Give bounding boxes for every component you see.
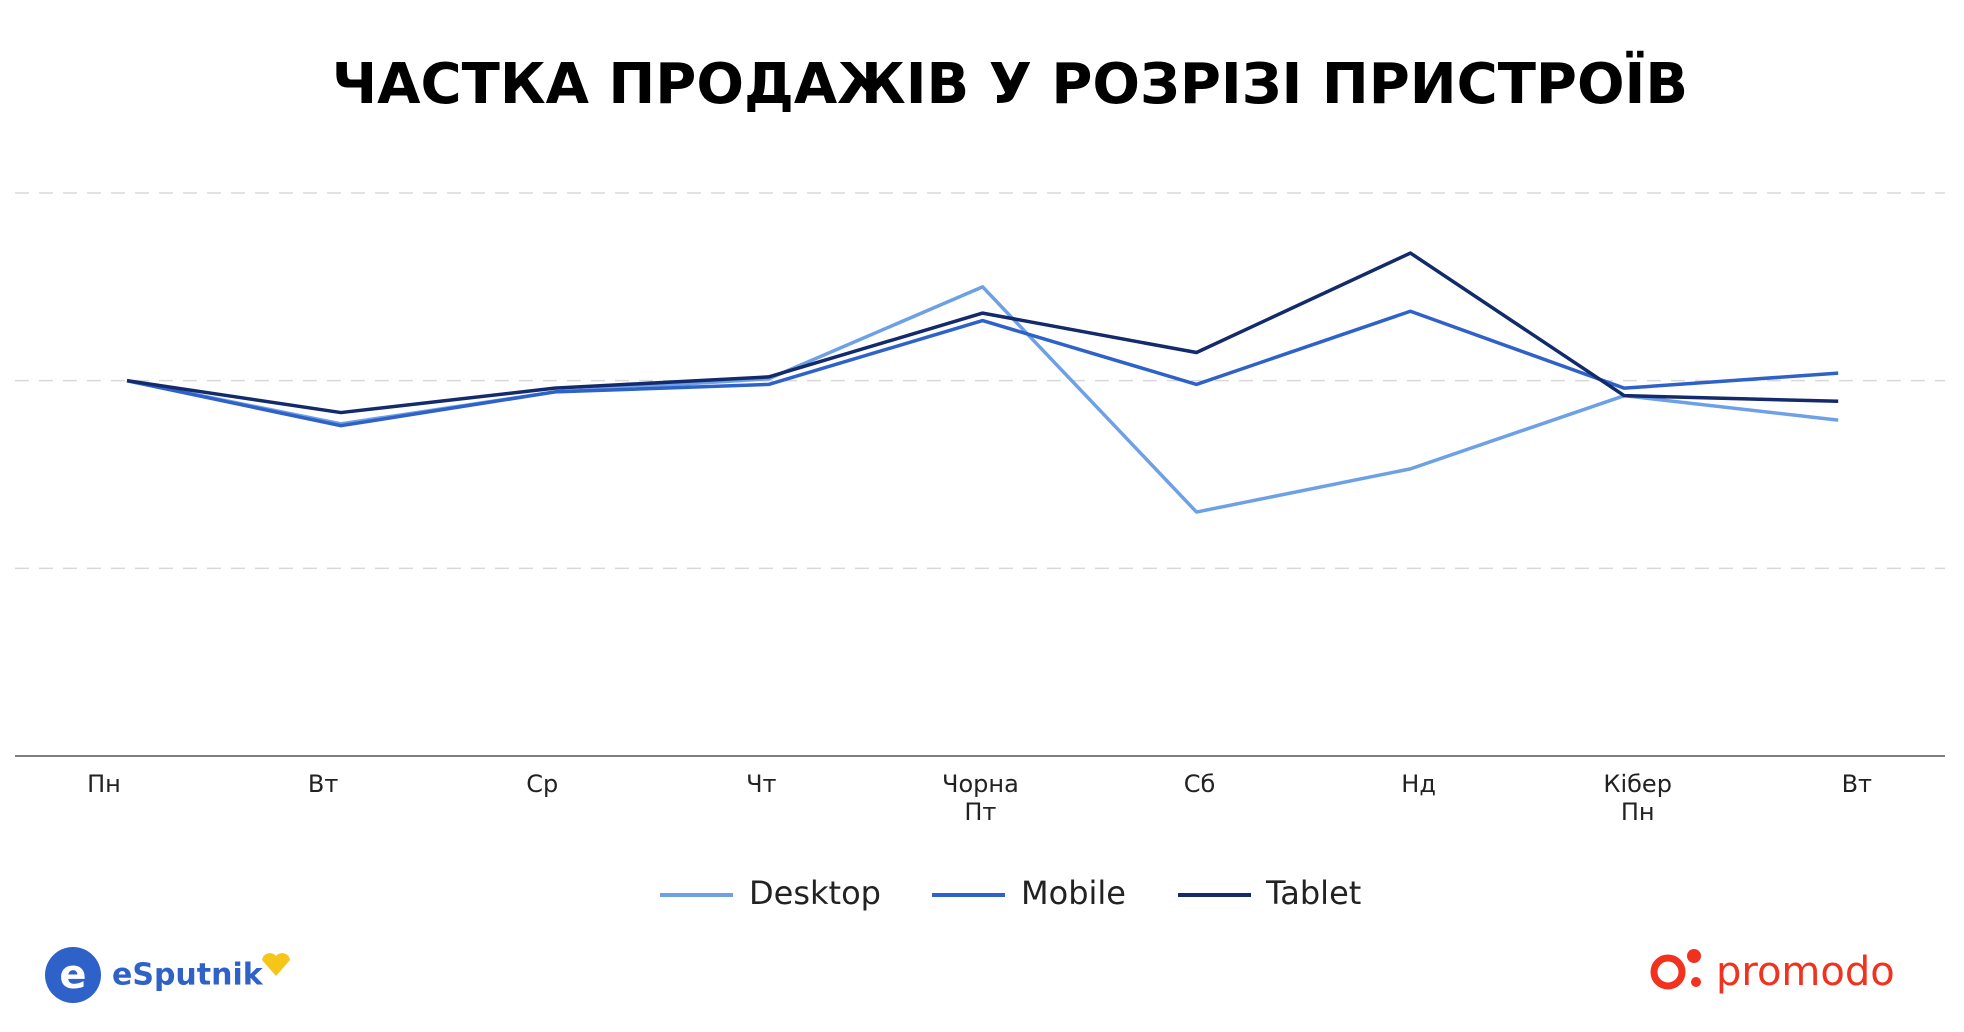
- x-tick-label: Чт: [746, 770, 777, 798]
- x-tick-label: Сб: [1183, 770, 1216, 798]
- legend-label: Mobile: [1021, 874, 1126, 912]
- x-tick-label: Чорна Пт: [942, 770, 1019, 826]
- legend-label: Tablet: [1265, 874, 1361, 912]
- x-tick-label: Вт: [1841, 770, 1873, 798]
- svg-text:e: e: [59, 952, 86, 998]
- logo-text: promodo: [1716, 949, 1895, 995]
- esputnik-logo: e eSputnik: [45, 947, 290, 1003]
- logo-text: eSputnik: [112, 958, 264, 993]
- line-series: [126, 251, 1839, 415]
- x-tick-label: Кібер Пн: [1603, 770, 1672, 826]
- x-tick-label: Нд: [1401, 770, 1436, 798]
- x-tick-label: Вт: [307, 770, 339, 798]
- x-tick-label: Ср: [526, 770, 559, 798]
- legend-label: Desktop: [749, 874, 881, 912]
- promodo-logo: promodo: [1650, 949, 1895, 995]
- x-tick-label: Пн: [87, 770, 121, 798]
- line-series: [126, 309, 1839, 428]
- chart-title: ЧАСТКА ПРОДАЖІВ У РОЗРІЗІ ПРИСТРОЇВ: [332, 52, 1688, 117]
